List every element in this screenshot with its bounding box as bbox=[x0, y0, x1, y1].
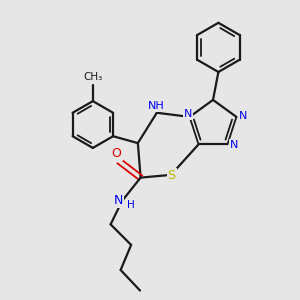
Text: NH: NH bbox=[148, 101, 165, 111]
Text: N: N bbox=[114, 194, 123, 207]
Text: S: S bbox=[168, 169, 176, 182]
Text: CH₃: CH₃ bbox=[83, 71, 103, 82]
Text: N: N bbox=[239, 111, 247, 121]
Text: H: H bbox=[127, 200, 135, 210]
Text: O: O bbox=[112, 147, 122, 160]
Text: N: N bbox=[184, 110, 192, 119]
Text: N: N bbox=[230, 140, 238, 150]
